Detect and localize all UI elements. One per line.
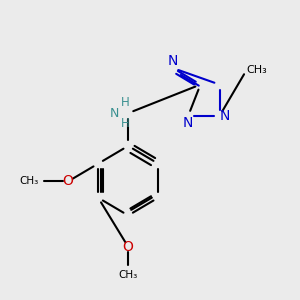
Text: N: N [183,116,194,130]
Text: N: N [168,54,178,68]
Text: N: N [220,109,230,123]
Text: CH₃: CH₃ [19,176,38,186]
Text: H: H [121,117,130,130]
Text: N: N [109,107,119,120]
Text: H: H [121,96,130,109]
Text: O: O [63,174,74,188]
Text: CH₃: CH₃ [247,64,268,74]
Text: O: O [123,240,134,254]
Text: CH₃: CH₃ [118,270,138,280]
